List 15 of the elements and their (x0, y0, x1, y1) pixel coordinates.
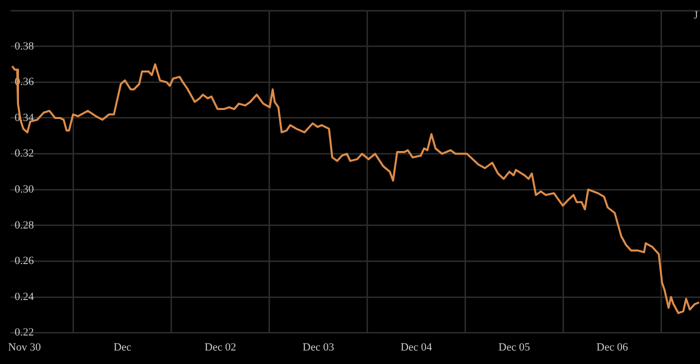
x-tick-label: Dec 06 (596, 341, 628, 354)
y-tick-label: 0.30 (14, 183, 34, 196)
x-tick-label: Dec (114, 341, 132, 354)
y-tick-label: 0.26 (14, 255, 34, 268)
x-tick-label: Dec 04 (400, 341, 433, 354)
y-tick-label: 0.22 (14, 326, 34, 339)
x-tick-label: Dec 03 (302, 341, 335, 354)
x-tick-label: Nov 30 (8, 341, 42, 354)
x-tick-label: Dec 02 (204, 341, 236, 354)
x-tick-label: Dec 05 (498, 341, 531, 354)
y-tick-label: 0.28 (14, 219, 34, 232)
y-tick-label: 0.24 (14, 290, 34, 303)
y-tick-label: 0.32 (14, 148, 34, 160)
y-tick-label: 0.38 (14, 40, 34, 52)
annotation: J (694, 9, 699, 22)
